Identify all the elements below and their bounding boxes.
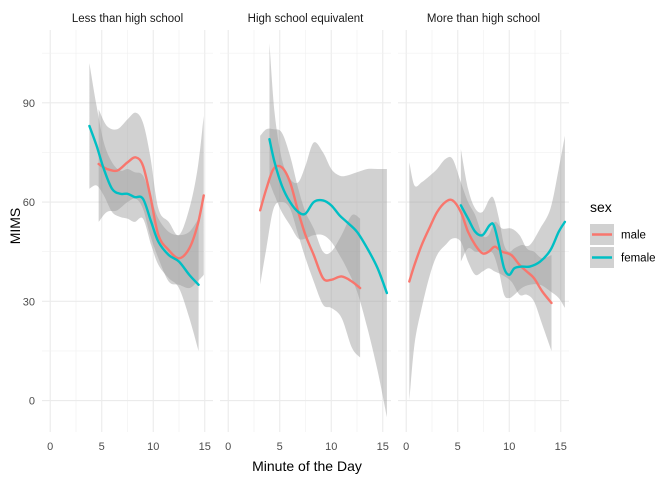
plot-area (258, 43, 389, 418)
legend-key-female (590, 247, 614, 268)
grid (398, 30, 569, 432)
plot-area (408, 135, 567, 401)
facet-panel (42, 30, 213, 432)
y-axis-tick-labels: 0 30 60 90 (23, 98, 35, 408)
legend-key-male (590, 224, 614, 245)
facet-panels (42, 30, 569, 432)
x-tick-label: 0 (403, 441, 409, 453)
confidence-band-female (460, 135, 565, 308)
legend-label-male: male (621, 230, 646, 242)
x-tick-label: 10 (503, 441, 515, 453)
confidence-band-male (409, 156, 552, 401)
facet-title: High school equivalent (248, 13, 365, 25)
x-tick-label: 15 (555, 441, 567, 453)
x-tick-label: 0 (47, 441, 53, 453)
y-tick-label: 90 (23, 98, 35, 110)
plot-area (88, 63, 205, 351)
x-tick-label: 10 (147, 441, 159, 453)
y-tick-label: 30 (23, 296, 35, 308)
x-tick-label: 0 (225, 441, 231, 453)
facet-title: More than high school (427, 13, 540, 25)
facet-title: Less than high school (72, 13, 183, 25)
confidence-band-female (269, 43, 387, 418)
x-axis-tick-labels: 0 5 10 15 0 5 10 15 0 5 10 15 (47, 441, 567, 453)
x-tick-label: 5 (455, 441, 461, 453)
legend: sex male female (590, 199, 656, 268)
y-tick-label: 60 (23, 197, 35, 209)
x-tick-label: 5 (277, 441, 283, 453)
series-line-male (258, 164, 362, 290)
grid (220, 30, 391, 432)
x-tick-label: 10 (325, 441, 337, 453)
x-tick-label: 5 (99, 441, 105, 453)
legend-label-female: female (621, 253, 656, 265)
y-tick-label: 0 (29, 396, 35, 408)
y-axis-title: MIMS (7, 208, 23, 245)
series-line-male (97, 156, 205, 260)
facet-panel (398, 30, 569, 432)
facet-strip-labels: Less than high school High school equival… (72, 13, 540, 25)
confidence-band-male (260, 128, 361, 358)
confidence-band-female (89, 63, 199, 351)
series-line-female (88, 124, 200, 286)
facet-panel (220, 30, 391, 432)
x-tick-label: 15 (377, 441, 389, 453)
series-line-female (268, 137, 389, 295)
series-line-male (408, 198, 553, 305)
legend-title: sex (590, 199, 612, 215)
x-tick-label: 15 (199, 441, 211, 453)
series-line-female (459, 204, 567, 277)
x-axis-title: Minute of the Day (252, 458, 362, 474)
